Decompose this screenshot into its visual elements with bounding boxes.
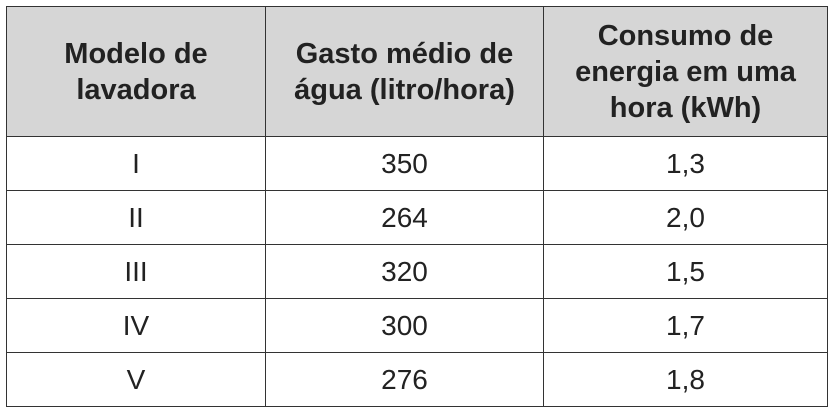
header-text: hora (kWh) [609, 91, 762, 124]
header-text: Modelo de [64, 37, 208, 70]
table-cell: V [6, 352, 266, 407]
header-cell: Consumo de energia em uma hora (kWh) [543, 6, 828, 137]
table-cell: 1,8 [543, 352, 828, 407]
header-text: lavadora [76, 73, 196, 106]
table-row: IV 300 1,7 [6, 298, 828, 353]
header-cell: Modelo de lavadora [6, 6, 266, 137]
table-cell: 300 [265, 298, 544, 353]
table-cell: 350 [265, 136, 544, 191]
table-cell: 1,5 [543, 244, 828, 299]
table-cell: 1,7 [543, 298, 828, 353]
table-cell: 264 [265, 190, 544, 245]
table-cell: II [6, 190, 266, 245]
table-row: V 276 1,8 [6, 352, 828, 407]
header-text: energia em uma [575, 55, 796, 88]
data-table: Modelo de lavadora Gasto médio de água (lit… [6, 6, 828, 407]
table-cell: III [6, 244, 266, 299]
table-cell: I [6, 136, 266, 191]
header-text: Consumo de [597, 19, 774, 52]
table-cell: 1,3 [543, 136, 828, 191]
table-cell: 2,0 [543, 190, 828, 245]
table-row: III 320 1,5 [6, 244, 828, 299]
header-text: Gasto médio de [295, 37, 514, 70]
header-cell: Gasto médio de água (litro/hora) [265, 6, 544, 137]
header-text: água (litro/hora) [294, 73, 515, 106]
table-body: I 350 1,3 II 264 2,0 III 320 1,5 IV 300 1,7 V 276 1,8 [6, 136, 828, 407]
table-cell: 276 [265, 352, 544, 407]
table-header: Modelo de lavadora Gasto médio de água (lit… [6, 6, 828, 137]
table-cell: IV [6, 298, 266, 353]
table-row: II 264 2,0 [6, 190, 828, 245]
header-row: Modelo de lavadora Gasto médio de água (lit… [6, 6, 828, 137]
table-cell: 320 [265, 244, 544, 299]
table-row: I 350 1,3 [6, 136, 828, 191]
